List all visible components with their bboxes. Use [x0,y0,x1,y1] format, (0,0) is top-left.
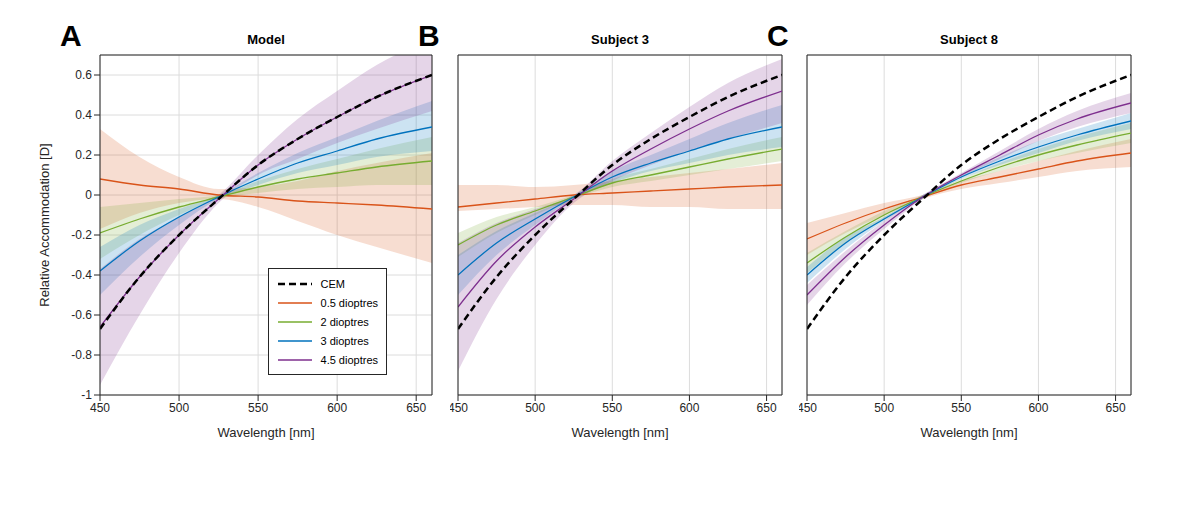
html-text:0.5 dioptres: 0.5 dioptres [320,296,378,309]
svg-text:-0.6: -0.6 [71,308,92,322]
html-text:C: C [767,19,789,52]
svg-text:500: 500 [169,401,189,415]
svg-text:Wavelength [nm]: Wavelength [nm] [920,425,1017,440]
svg-text:0.2: 0.2 [75,148,92,162]
svg-text:650: 650 [757,401,777,415]
html-text:3 dioptres: 3 dioptres [320,334,369,347]
svg-text:650: 650 [406,401,426,415]
svg-text:Wavelength [nm]: Wavelength [nm] [217,425,314,440]
svg-text:550: 550 [602,401,622,415]
html-text:4.5 dioptres: 4.5 dioptres [320,353,378,366]
html-text:2 dioptres: 2 dioptres [320,315,369,328]
html-text:Subject 3: Subject 3 [591,32,649,47]
svg-text:550: 550 [951,401,971,415]
svg-text:500: 500 [525,401,545,415]
svg-text:0.4: 0.4 [75,108,92,122]
svg-text:600: 600 [327,401,347,415]
svg-text:-0.4: -0.4 [71,268,92,282]
svg-text:450: 450 [799,401,817,415]
svg-text:-1: -1 [81,388,92,402]
svg-text:Wavelength [nm]: Wavelength [nm] [571,425,668,440]
svg-text:-0.2: -0.2 [71,228,92,242]
html-text:Subject 8: Subject 8 [940,32,998,47]
svg-text:450: 450 [90,401,110,415]
svg-text:600: 600 [679,401,699,415]
svg-text:0.6: 0.6 [75,68,92,82]
svg-text:550: 550 [248,401,268,415]
html-text:B: B [418,19,440,52]
svg-text:-0.8: -0.8 [71,348,92,362]
svg-text:650: 650 [1106,401,1126,415]
svg-text:500: 500 [874,401,894,415]
svg-text:450: 450 [450,401,468,415]
html-text:CEM: CEM [320,277,345,290]
html-text:A: A [60,19,82,52]
svg-text:0: 0 [85,188,92,202]
svg-text:600: 600 [1028,401,1048,415]
html-text:Model: Model [247,32,285,47]
svg-text:Relative Accommodation [D]: Relative Accommodation [D] [37,143,52,306]
